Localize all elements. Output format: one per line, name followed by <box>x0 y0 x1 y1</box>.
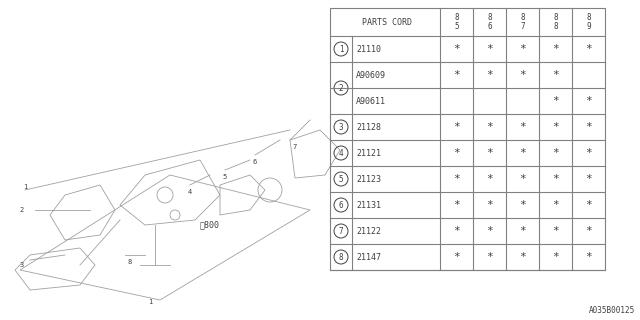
Text: 5: 5 <box>223 174 227 180</box>
Text: *: * <box>585 200 592 210</box>
Text: *: * <box>585 252 592 262</box>
Text: *: * <box>552 174 559 184</box>
Text: *: * <box>585 174 592 184</box>
Text: *: * <box>486 174 493 184</box>
Text: *: * <box>519 44 526 54</box>
Text: 8: 8 <box>128 259 132 265</box>
Text: *: * <box>486 252 493 262</box>
Text: 4: 4 <box>188 189 192 195</box>
Text: *: * <box>453 252 460 262</box>
Text: *: * <box>486 200 493 210</box>
Text: *: * <box>453 70 460 80</box>
Text: *: * <box>552 226 559 236</box>
Text: 7: 7 <box>293 144 297 150</box>
Text: 8
6: 8 6 <box>487 13 492 31</box>
Text: *: * <box>486 70 493 80</box>
Text: 6: 6 <box>339 201 343 210</box>
Text: 5: 5 <box>339 174 343 183</box>
Text: *: * <box>453 44 460 54</box>
Text: PARTS CORD: PARTS CORD <box>362 18 412 27</box>
Text: 2: 2 <box>20 207 24 213</box>
Text: *: * <box>486 122 493 132</box>
Text: *: * <box>585 44 592 54</box>
Text: *: * <box>519 252 526 262</box>
Text: A035B00125: A035B00125 <box>589 306 635 315</box>
Text: *: * <box>552 148 559 158</box>
Text: 1: 1 <box>339 44 343 53</box>
Text: 6: 6 <box>253 159 257 165</box>
Text: *: * <box>552 252 559 262</box>
Text: 4: 4 <box>339 148 343 157</box>
Text: *: * <box>585 148 592 158</box>
Text: 21121: 21121 <box>356 148 381 157</box>
Text: *: * <box>519 70 526 80</box>
Text: 1: 1 <box>23 184 27 190</box>
Text: *: * <box>519 174 526 184</box>
Text: *: * <box>486 44 493 54</box>
Text: *: * <box>552 122 559 132</box>
Text: 8
5: 8 5 <box>454 13 459 31</box>
Text: 1: 1 <box>148 299 152 305</box>
Text: 7: 7 <box>339 227 343 236</box>
Text: 21147: 21147 <box>356 252 381 261</box>
Text: *: * <box>519 200 526 210</box>
Text: A90611: A90611 <box>356 97 386 106</box>
Text: *: * <box>519 148 526 158</box>
Text: ␀800: ␀800 <box>200 220 220 229</box>
Text: *: * <box>552 44 559 54</box>
Bar <box>330 8 605 270</box>
Text: *: * <box>552 70 559 80</box>
Text: *: * <box>453 122 460 132</box>
Text: *: * <box>519 122 526 132</box>
Text: 2: 2 <box>339 84 343 92</box>
Text: 3: 3 <box>20 262 24 268</box>
Text: *: * <box>453 200 460 210</box>
Text: *: * <box>486 226 493 236</box>
Text: 8
9: 8 9 <box>586 13 591 31</box>
Text: *: * <box>453 148 460 158</box>
Text: 21123: 21123 <box>356 174 381 183</box>
Text: *: * <box>585 122 592 132</box>
Text: *: * <box>453 226 460 236</box>
Text: 21131: 21131 <box>356 201 381 210</box>
Text: 3: 3 <box>339 123 343 132</box>
Text: 21110: 21110 <box>356 44 381 53</box>
Text: *: * <box>585 96 592 106</box>
Text: 8: 8 <box>339 252 343 261</box>
Text: 21122: 21122 <box>356 227 381 236</box>
Text: *: * <box>552 200 559 210</box>
Text: *: * <box>486 148 493 158</box>
Text: A90609: A90609 <box>356 70 386 79</box>
Text: *: * <box>585 226 592 236</box>
Text: 8
7: 8 7 <box>520 13 525 31</box>
Text: *: * <box>453 174 460 184</box>
Text: 8
8: 8 8 <box>553 13 558 31</box>
Text: *: * <box>552 96 559 106</box>
Text: 21128: 21128 <box>356 123 381 132</box>
Text: *: * <box>519 226 526 236</box>
